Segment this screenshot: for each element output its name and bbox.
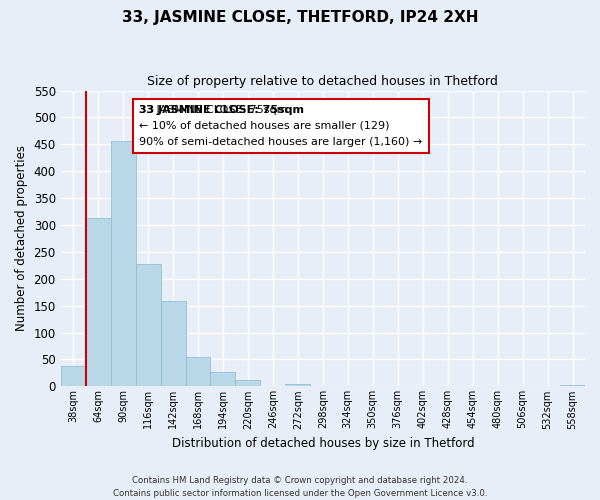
Bar: [136, 264, 161, 386]
Text: Contains HM Land Registry data © Crown copyright and database right 2024.
Contai: Contains HM Land Registry data © Crown c…: [113, 476, 487, 498]
X-axis label: Distribution of detached houses by size in Thetford: Distribution of detached houses by size …: [172, 437, 474, 450]
Bar: [86, 218, 110, 386]
Bar: [211, 372, 235, 386]
Text: 33, JASMINE CLOSE, THETFORD, IP24 2XH: 33, JASMINE CLOSE, THETFORD, IP24 2XH: [122, 10, 478, 25]
Text: 33 JASMINE CLOSE: 75sqm: 33 JASMINE CLOSE: 75sqm: [139, 106, 304, 162]
Bar: [235, 380, 260, 386]
Bar: [61, 366, 86, 386]
Text: 33 JASMINE CLOSE: 75sqm
← 10% of detached houses are smaller (129)
90% of semi-d: 33 JASMINE CLOSE: 75sqm ← 10% of detache…: [139, 106, 422, 146]
Title: Size of property relative to detached houses in Thetford: Size of property relative to detached ho…: [148, 75, 498, 88]
Bar: [185, 357, 211, 386]
Bar: [286, 384, 310, 386]
Y-axis label: Number of detached properties: Number of detached properties: [15, 146, 28, 332]
Bar: [110, 140, 136, 386]
Bar: [161, 301, 185, 386]
